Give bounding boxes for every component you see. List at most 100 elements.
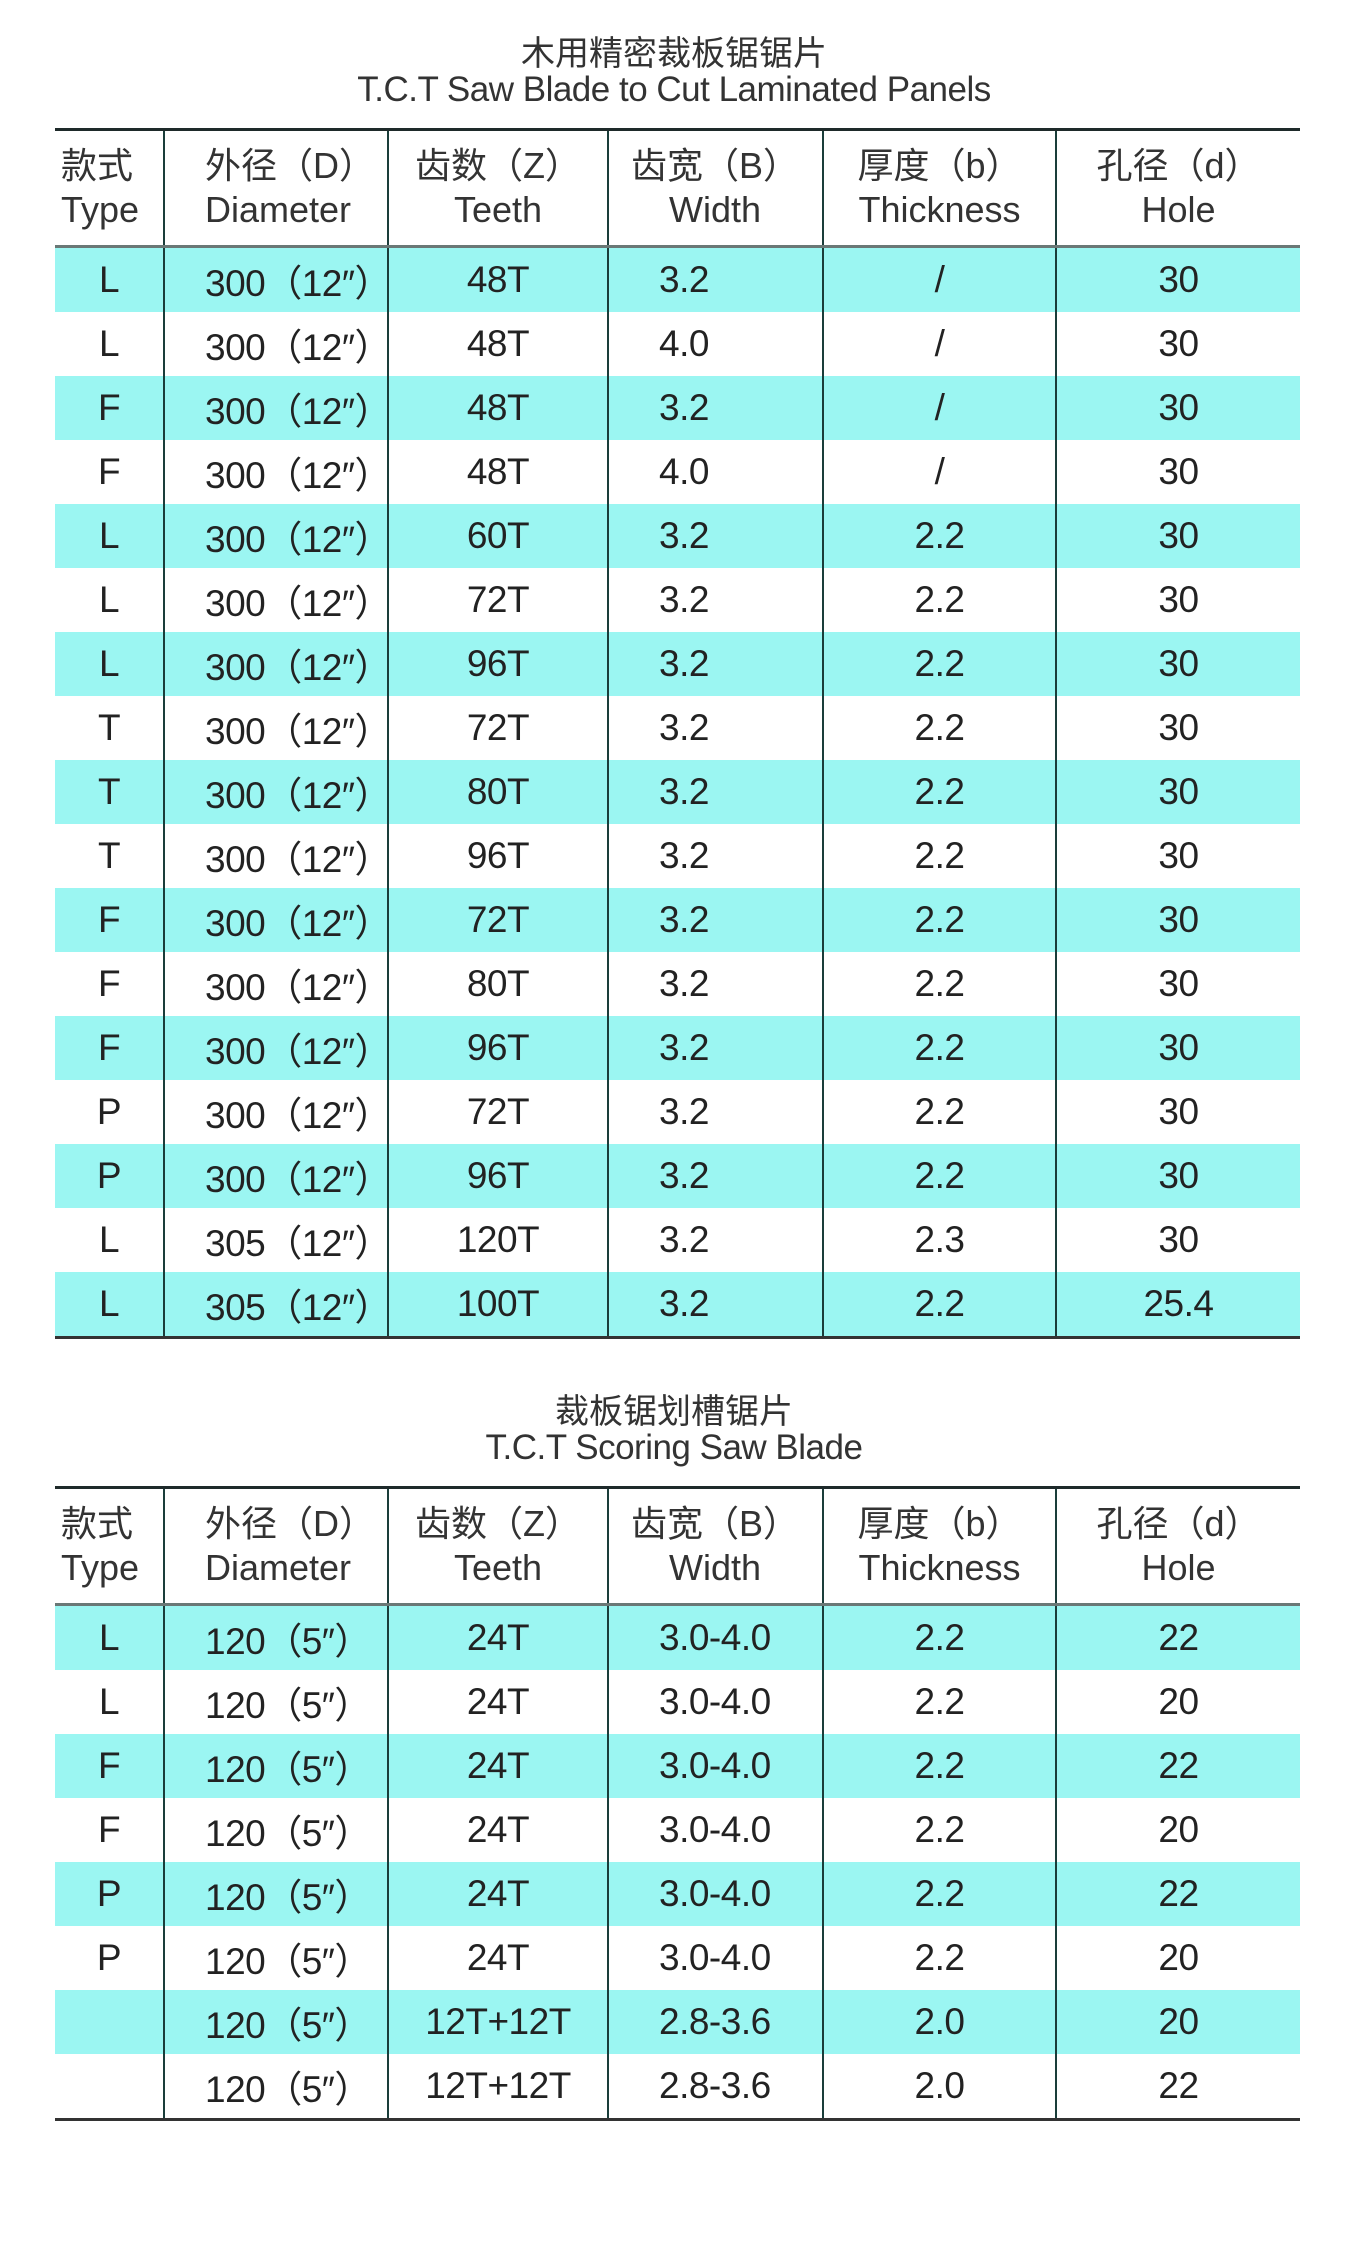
cell-type: T bbox=[55, 760, 164, 824]
cell-diameter: 300（12″） bbox=[163, 760, 392, 824]
header-type-en: Type bbox=[61, 1547, 140, 1588]
cell-thickness: / bbox=[822, 440, 1056, 504]
cell-type: L bbox=[55, 246, 164, 312]
header-type-en: Type bbox=[61, 189, 140, 230]
table-row: F 120（5″） 24T 3.0-4.0 2.2 22 bbox=[55, 1734, 1300, 1798]
cell-width: 3.0-4.0 bbox=[607, 1862, 823, 1926]
cell-type: P bbox=[96, 1091, 122, 1132]
cell-type: F bbox=[55, 1016, 164, 1080]
cell-diameter: 120（5″） bbox=[163, 2054, 388, 2121]
header-thickness-cn: 厚度（b） bbox=[857, 1503, 1022, 1544]
cell-width: 3.0-4.0 bbox=[607, 1798, 823, 1862]
cell-diameter: 300（12″） bbox=[163, 952, 392, 1016]
table-row: F 300（12″） 48T 4.0/30 bbox=[55, 440, 1300, 504]
cell-diameter: 120（5″） bbox=[163, 1604, 388, 1670]
cell-width: 3.0-4.0 bbox=[607, 1734, 823, 1798]
cell-type: P bbox=[55, 1144, 164, 1208]
cell-teeth: 72T bbox=[387, 1080, 608, 1144]
cell-hole: 30 bbox=[1055, 568, 1300, 632]
cell-type: L bbox=[98, 1681, 120, 1722]
header-type-cn: 款式 bbox=[61, 1503, 134, 1544]
table-row: F 300（12″） 96T 3.2 2.2 30 bbox=[55, 1016, 1300, 1080]
table-row: 120（5″） 12T+12T 2.8-3.6 2.0 22 bbox=[55, 2054, 1300, 2121]
cell-width: 3.0-4.0 bbox=[607, 1604, 823, 1670]
cell-type: T bbox=[97, 835, 121, 876]
table-row: T 300（12″） 72T 3.2 2.2 30 bbox=[55, 696, 1300, 760]
cell-type bbox=[55, 2054, 164, 2121]
cell-width: 4.0 bbox=[607, 440, 823, 504]
cell-width: 3.2 bbox=[607, 1208, 823, 1272]
table-row: T 300（12″） 96T 3.2 2.2 30 bbox=[55, 824, 1300, 888]
cell-teeth: 96T bbox=[387, 1016, 608, 1080]
cell-type: L bbox=[55, 632, 164, 696]
cell-hole: 30 bbox=[1055, 632, 1300, 696]
cell-width: 3.2 bbox=[607, 1144, 823, 1208]
cell-diameter: 300（12″） bbox=[163, 504, 392, 568]
cell-diameter: 300（12″） bbox=[163, 568, 392, 632]
cell-width: 4.0 bbox=[607, 312, 823, 376]
table-row: L 300（12″） 60T 3.2 2.2 30 bbox=[55, 504, 1300, 568]
header-diameter-en: Diameter bbox=[205, 1547, 352, 1588]
cell-diameter: 300（12″） bbox=[163, 312, 392, 376]
header-diameter: 外径（D） Diameter bbox=[163, 129, 388, 248]
header-teeth-en: Teeth bbox=[453, 1547, 543, 1588]
cell-diameter: 305（12″） bbox=[163, 1208, 392, 1272]
cell-thickness: 2.3 bbox=[822, 1208, 1056, 1272]
header-diameter: 外径（D） Diameter bbox=[163, 1487, 388, 1606]
cell-diameter: 300（12″） bbox=[163, 632, 392, 696]
cell-width: 2.8-3.6 bbox=[607, 2054, 823, 2121]
cell-width: 3.2 bbox=[607, 632, 823, 696]
cell-diameter: 300（12″） bbox=[163, 440, 392, 504]
cell-type bbox=[55, 1990, 164, 2054]
cell-thickness: / bbox=[822, 246, 1056, 312]
cell-hole: 22 bbox=[1055, 1734, 1300, 1798]
cell-teeth: 72T bbox=[387, 888, 608, 952]
cell-teeth: 72T bbox=[387, 568, 608, 632]
table-row: F 300（12″） 48T 3.2/30 bbox=[55, 376, 1300, 440]
cell-diameter: 120（5″） bbox=[163, 1862, 388, 1926]
cell-thickness: / bbox=[822, 312, 1056, 376]
cell-hole: 30 bbox=[1055, 1144, 1300, 1208]
cell-hole: 30 bbox=[1055, 312, 1300, 376]
cell-thickness: 2.2 bbox=[822, 504, 1056, 568]
header-diameter-cn: 外径（D） bbox=[205, 145, 375, 186]
cell-type: L bbox=[55, 1272, 164, 1339]
cell-hole: 20 bbox=[1055, 1990, 1300, 2054]
cell-thickness: 2.0 bbox=[822, 2054, 1056, 2121]
cell-width: 3.2 bbox=[607, 1016, 823, 1080]
header-width-cn: 齿宽（B） bbox=[630, 145, 799, 186]
cell-teeth: 24T bbox=[387, 1734, 608, 1798]
cell-width: 3.2 bbox=[607, 1080, 823, 1144]
header-thickness-en: Thickness bbox=[858, 189, 1021, 230]
table-row: L 300（12″） 72T 3.2 2.2 30 bbox=[55, 568, 1300, 632]
cell-thickness: 2.2 bbox=[822, 568, 1056, 632]
cell-width: 3.2 bbox=[607, 824, 823, 888]
cell-thickness: 2.2 bbox=[822, 760, 1056, 824]
header-row: 款式 Type 外径（D） Diameter 齿数（Z） Teeth 齿宽（B） Width 厚… bbox=[55, 1487, 1300, 1606]
header-diameter-en: Diameter bbox=[205, 189, 352, 230]
cell-type: P bbox=[96, 1937, 122, 1978]
table1-title-cn: 木用精密裁板锯锯片 bbox=[521, 35, 827, 73]
cell-teeth: 48T bbox=[387, 246, 608, 312]
cell-hole: 22 bbox=[1055, 1604, 1300, 1670]
cell-teeth: 12T+12T bbox=[387, 1990, 608, 2054]
cell-type: L bbox=[55, 1604, 164, 1670]
cell-teeth: 48T bbox=[387, 440, 608, 504]
header-type: 款式 Type bbox=[55, 1487, 164, 1606]
cell-diameter: 305（12″） bbox=[163, 1272, 392, 1339]
laminated-panel-blade-table: 款式 Type 外径（D） Diameter 齿数（Z） Teeth 齿宽（B） Width 厚… bbox=[55, 128, 1300, 1339]
cell-width: 3.2 bbox=[607, 696, 823, 760]
table-row: P 120（5″） 24T 3.0-4.0 2.2 22 bbox=[55, 1862, 1300, 1926]
cell-diameter: 300（12″） bbox=[163, 888, 392, 952]
cell-thickness: 2.2 bbox=[822, 1734, 1056, 1798]
cell-thickness: 2.2 bbox=[822, 1272, 1056, 1339]
cell-teeth: 24T bbox=[387, 1798, 608, 1862]
header-type-cn: 款式 bbox=[61, 145, 134, 186]
cell-thickness: 2.0 bbox=[822, 1990, 1056, 2054]
header-thickness: 厚度（b） Thickness bbox=[822, 1487, 1056, 1606]
table2-title-cn: 裁板锯划槽锯片 bbox=[555, 1393, 793, 1431]
cell-hole: 30 bbox=[1055, 376, 1300, 440]
cell-width: 3.2 bbox=[607, 376, 823, 440]
table-row: L 300（12″） 48T 4.0/30 bbox=[55, 312, 1300, 376]
table-row: T 300（12″） 80T 3.2 2.2 30 bbox=[55, 760, 1300, 824]
